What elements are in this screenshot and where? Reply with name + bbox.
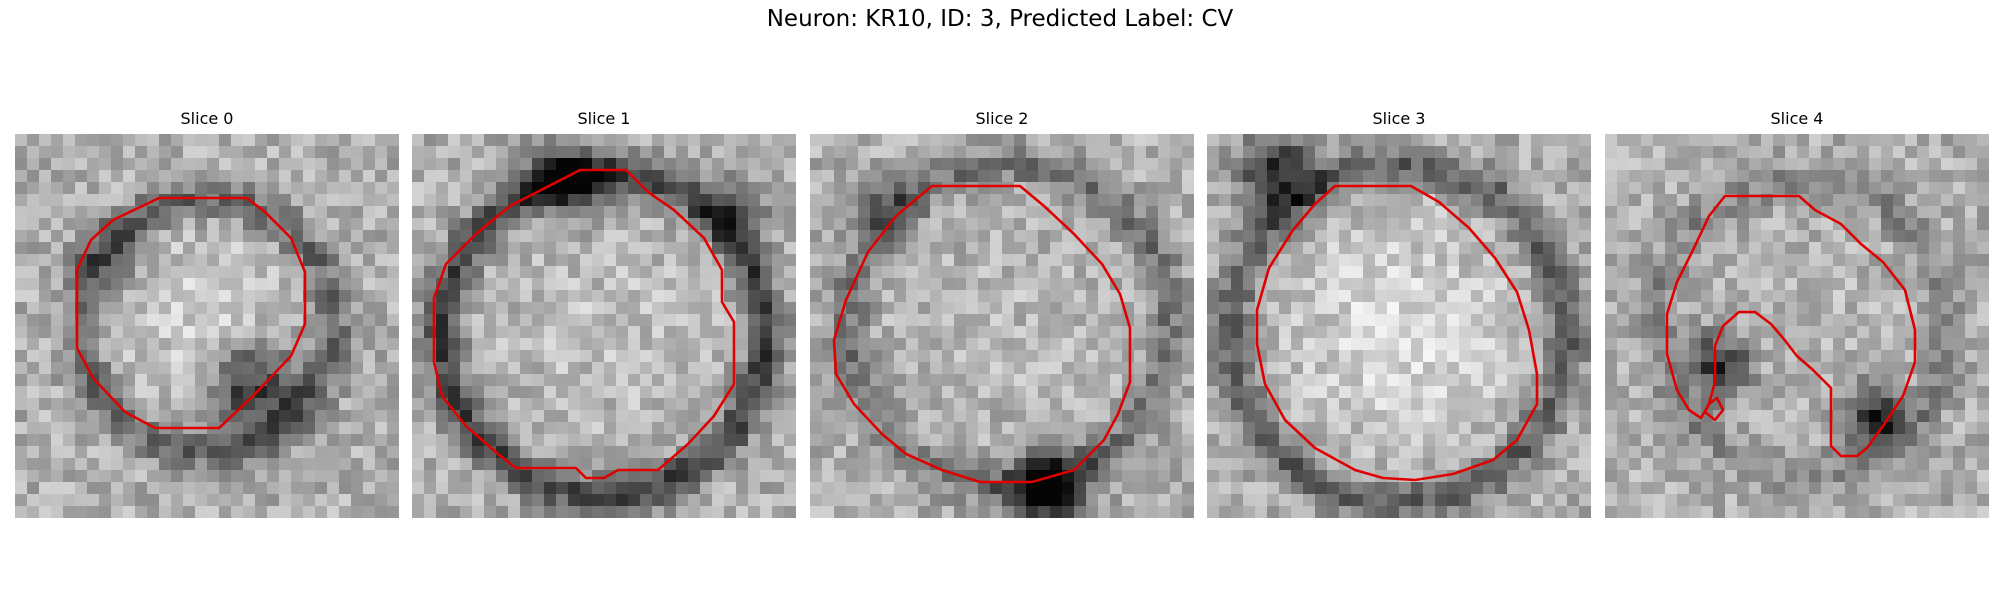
figure-title: Neuron: KR10, ID: 3, Predicted Label: CV — [766, 6, 1234, 32]
contour-overlay-4 — [1665, 194, 1917, 458]
slice-title-0: Slice 0 — [180, 109, 234, 128]
slice-title-1: Slice 1 — [577, 109, 631, 128]
slice-image-3 — [1207, 134, 1591, 518]
slice-panel-3: Slice 3 — [1207, 108, 1591, 518]
roi-contour-3 — [1255, 184, 1539, 482]
slice-panel-2: Slice 2 — [810, 108, 1194, 518]
slice-image-0 — [15, 134, 399, 518]
contour-overlay-1 — [432, 168, 736, 480]
roi-contour-0 — [75, 196, 307, 430]
slice-image-2 — [810, 134, 1194, 518]
slice-title-3: Slice 3 — [1372, 109, 1426, 128]
slice-panel-4: Slice 4 — [1605, 108, 1989, 518]
roi-contour-1 — [432, 168, 736, 480]
slice-title-2: Slice 2 — [975, 109, 1029, 128]
slice-image-1 — [412, 134, 796, 518]
contour-overlay-2 — [832, 184, 1132, 484]
grayscale-patch-4 — [1605, 134, 1989, 518]
slice-panel-1: Slice 1 — [412, 108, 796, 518]
roi-contour-4-inner-notch — [1703, 396, 1725, 422]
roi-contour-2 — [832, 184, 1132, 484]
contour-overlay-3 — [1255, 184, 1539, 482]
slice-image-4 — [1605, 134, 1989, 518]
roi-contour-4 — [1665, 194, 1917, 458]
slice-panel-0: Slice 0 — [15, 108, 399, 518]
slice-title-4: Slice 4 — [1770, 109, 1824, 128]
contour-overlay-0 — [75, 196, 307, 430]
grayscale-patch-1 — [412, 134, 796, 518]
